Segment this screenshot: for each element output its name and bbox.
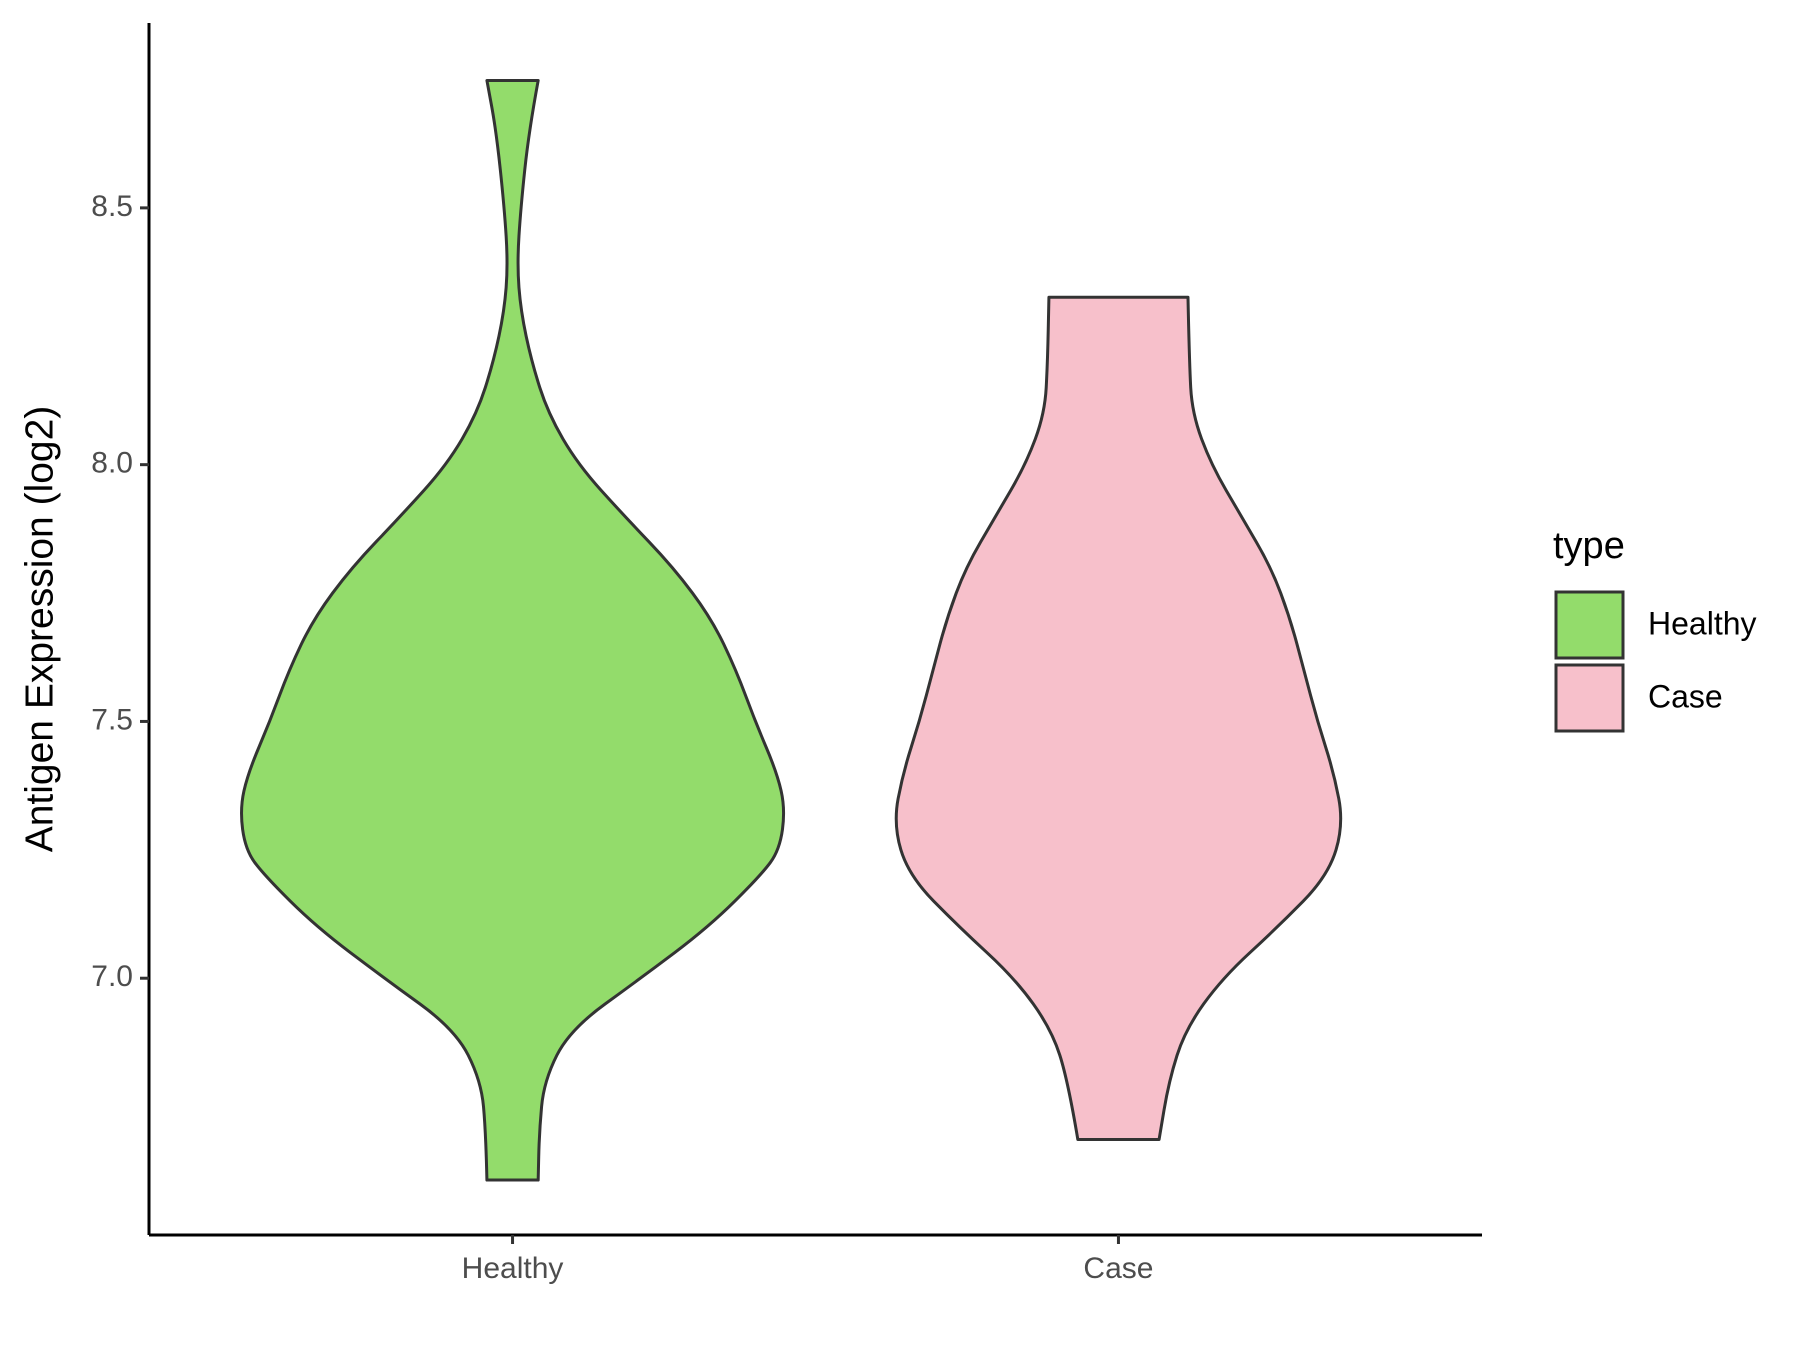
x-tick-label: Healthy [462,1252,564,1285]
y-tick-label: 7.0 [91,960,133,993]
x-tick-label: Case [1083,1252,1153,1285]
legend-label: Case [1648,678,1723,714]
legend-title: type [1553,525,1625,567]
y-tick-label: 8.5 [91,190,133,223]
legend-key [1554,590,1625,660]
y-axis-title: Antigen Expression (log2) [18,406,61,853]
legend-label: Healthy [1648,605,1757,641]
violin [894,295,1343,1141]
y-tick-label: 8.0 [91,447,133,480]
violin [240,79,786,1182]
y-tick-label: 7.5 [91,703,133,736]
legend-key [1554,663,1625,733]
